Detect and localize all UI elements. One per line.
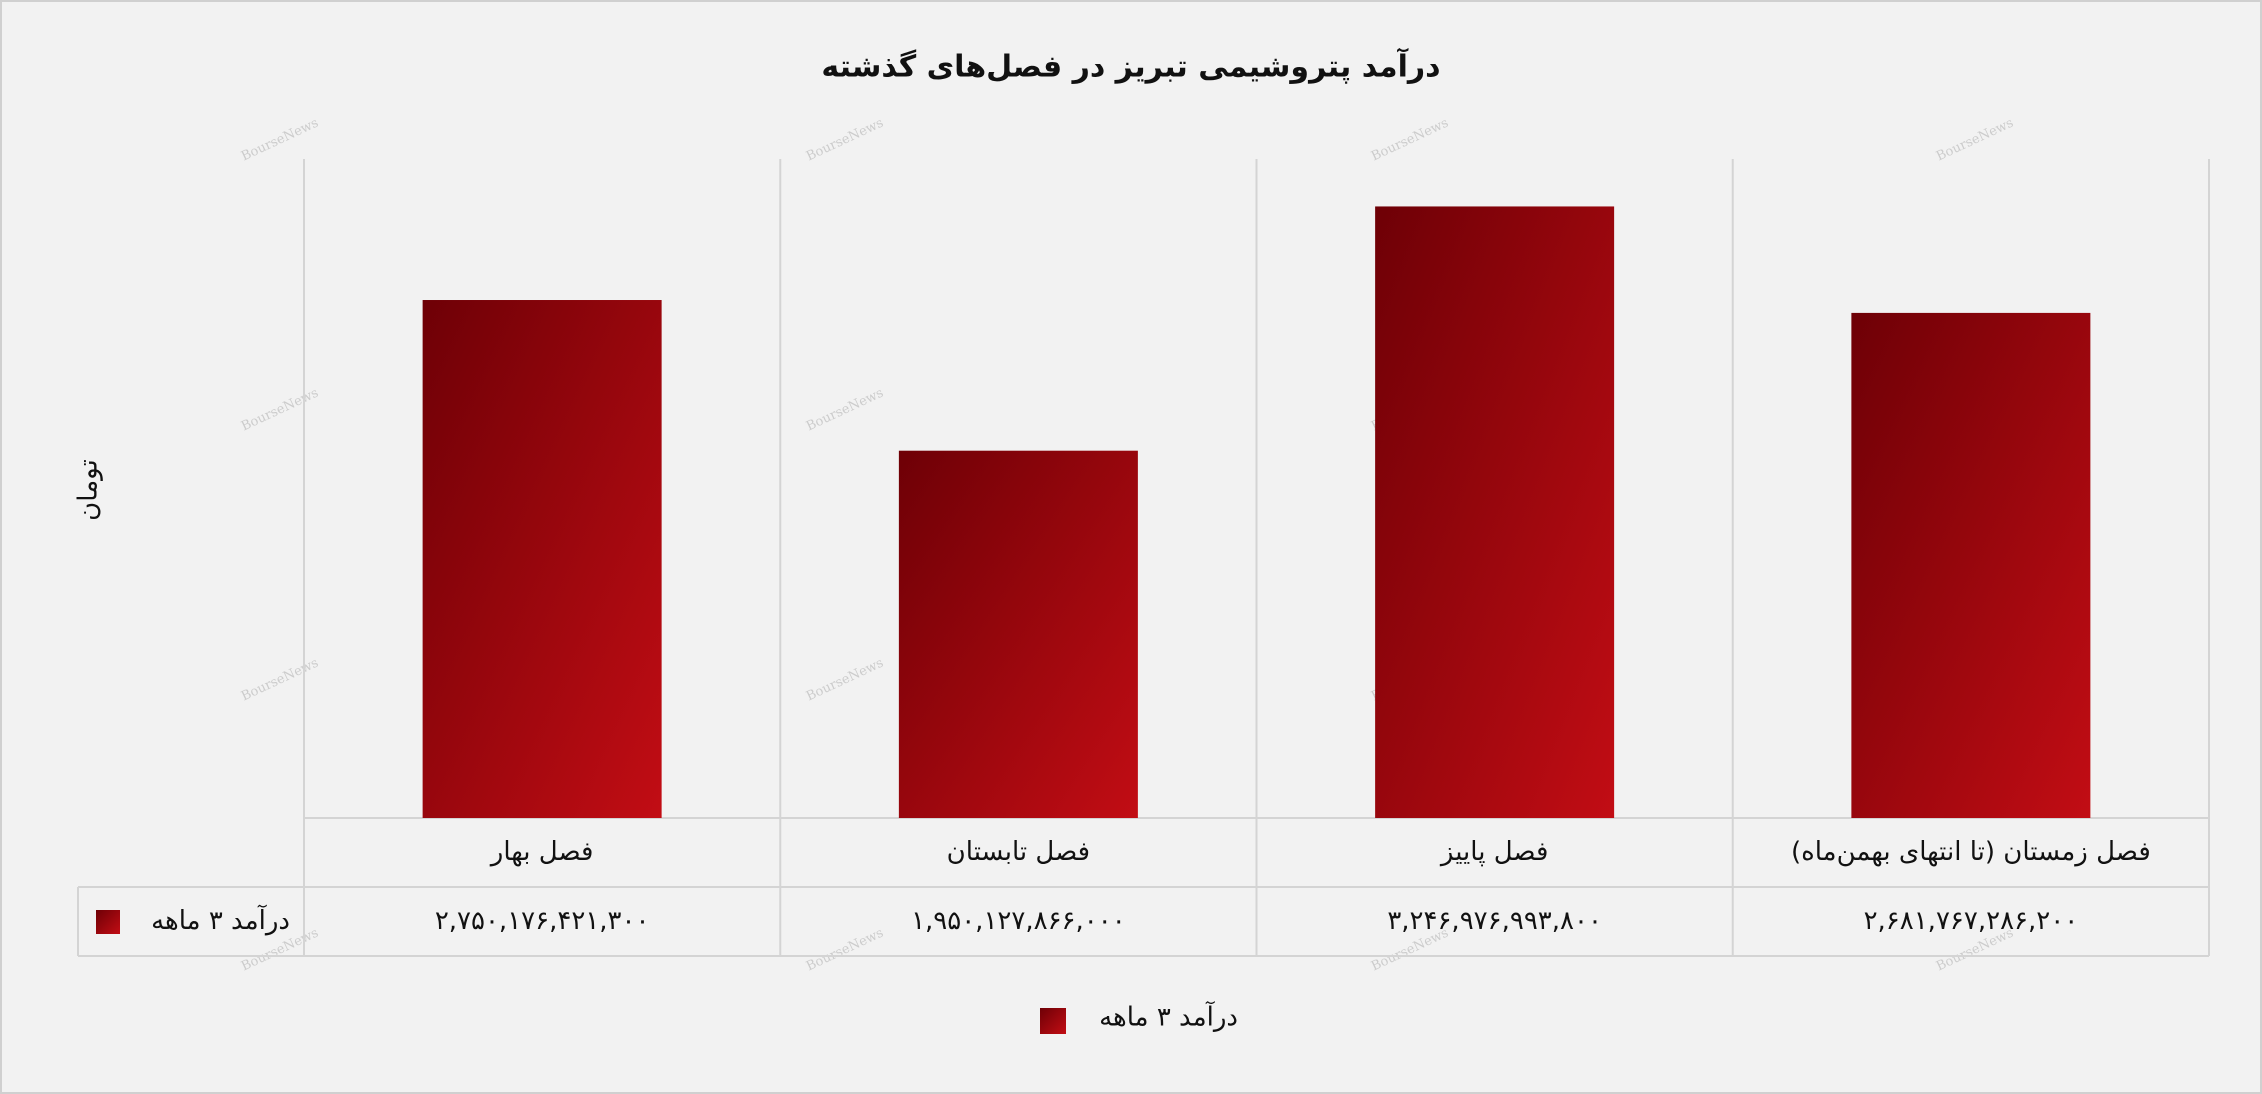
category-label: فصل تابستان <box>947 837 1090 867</box>
table-series-name: درآمد ۳ ماهه <box>151 904 290 936</box>
y-axis-label: تومان <box>74 459 104 521</box>
category-label: فصل پاییز <box>1439 837 1549 867</box>
value-label: ۲,۶۸۱,۷۶۷,۲۸۶,۲۰۰ <box>1864 906 2079 936</box>
bar <box>422 300 662 818</box>
value-label: ۱,۹۵۰,۱۲۷,۸۶۶,۰۰۰ <box>911 906 1126 936</box>
chart-title: درآمد پتروشیمی تبریز در فصل‌های گذشته <box>821 48 1440 85</box>
table-legend-key <box>96 910 120 934</box>
bar <box>1851 312 2091 818</box>
legend-label: درآمد ۳ ماهه <box>1099 1001 1238 1033</box>
legend-key <box>1040 1008 1066 1034</box>
bar <box>1375 206 1615 818</box>
bar <box>898 450 1138 818</box>
category-label: فصل زمستان (تا انتهای بهمن‌ماه) <box>1791 837 2151 867</box>
category-label: فصل بهار <box>489 837 594 867</box>
value-label: ۳,۲۴۶,۹۷۶,۹۹۳,۸۰۰ <box>1387 906 1602 936</box>
value-label: ۲,۷۵۰,۱۷۶,۴۲۱,۳۰۰ <box>435 906 650 936</box>
